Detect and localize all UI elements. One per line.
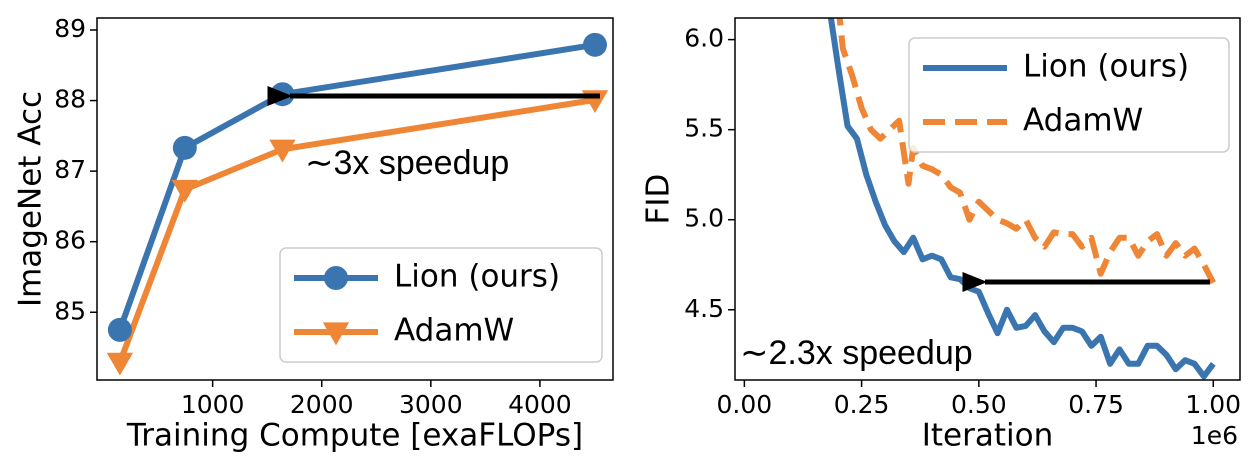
x-tick-label: 2000 [290,390,354,419]
y-axis-label: FID [641,174,677,225]
x-tick-label: 0.50 [951,390,1007,419]
plot-lines [827,18,1216,380]
plot-frame [96,17,614,381]
y-tick-label: 5.0 [684,204,724,233]
plot-frame [734,17,1241,381]
x-tick-label: 0.00 [717,390,773,419]
y-tick-label: 4.5 [684,294,724,323]
x-offset-label: 1e6 [1191,421,1238,450]
x-tick-label: 3000 [399,390,463,419]
y-tick-label: 85 [54,296,86,325]
legend-label: Lion (ours) [394,259,560,295]
annotation: ∼3x speedup [305,144,509,182]
data-point [171,179,199,203]
x-tick-label: 1000 [181,390,245,419]
series-line [827,18,1216,380]
y-tick-label: 89 [54,14,86,43]
data-point [107,317,132,342]
x-axis-label: Iteration [922,418,1054,454]
legend-label: AdamW [1023,103,1143,139]
annotation: ∼2.3x speedup [740,334,973,372]
legend-label: Lion (ours) [1023,49,1189,85]
legend: Lion (ours) AdamW [279,247,603,363]
y-tick-label: 86 [54,226,86,255]
legend-marker [324,266,348,290]
y-tick-label: 87 [54,155,86,184]
legend: Lion (ours) AdamW [908,37,1230,153]
legend-marker [322,322,350,346]
x-axis-label: Training Compute [exaFLOPs] [126,418,583,454]
data-point [172,135,197,160]
data-point [583,32,607,57]
x-tick-label: 4000 [508,390,572,419]
x-tick-label: 0.75 [1068,390,1124,419]
data-point [269,139,296,163]
series-line [836,18,1216,285]
y-axis-label: ImageNet Acc [13,91,49,307]
x-tick-label: 1.00 [1185,390,1241,419]
x-tick-label: 0.25 [834,390,890,419]
series-line [117,96,596,364]
y-tick-label: 6.0 [684,24,724,53]
data-point [106,352,134,376]
y-tick-label: 5.5 [684,114,724,143]
y-tick-label: 88 [54,85,86,114]
legend-label: AdamW [394,313,514,349]
plot-lines [117,41,596,364]
series-line [117,41,596,331]
